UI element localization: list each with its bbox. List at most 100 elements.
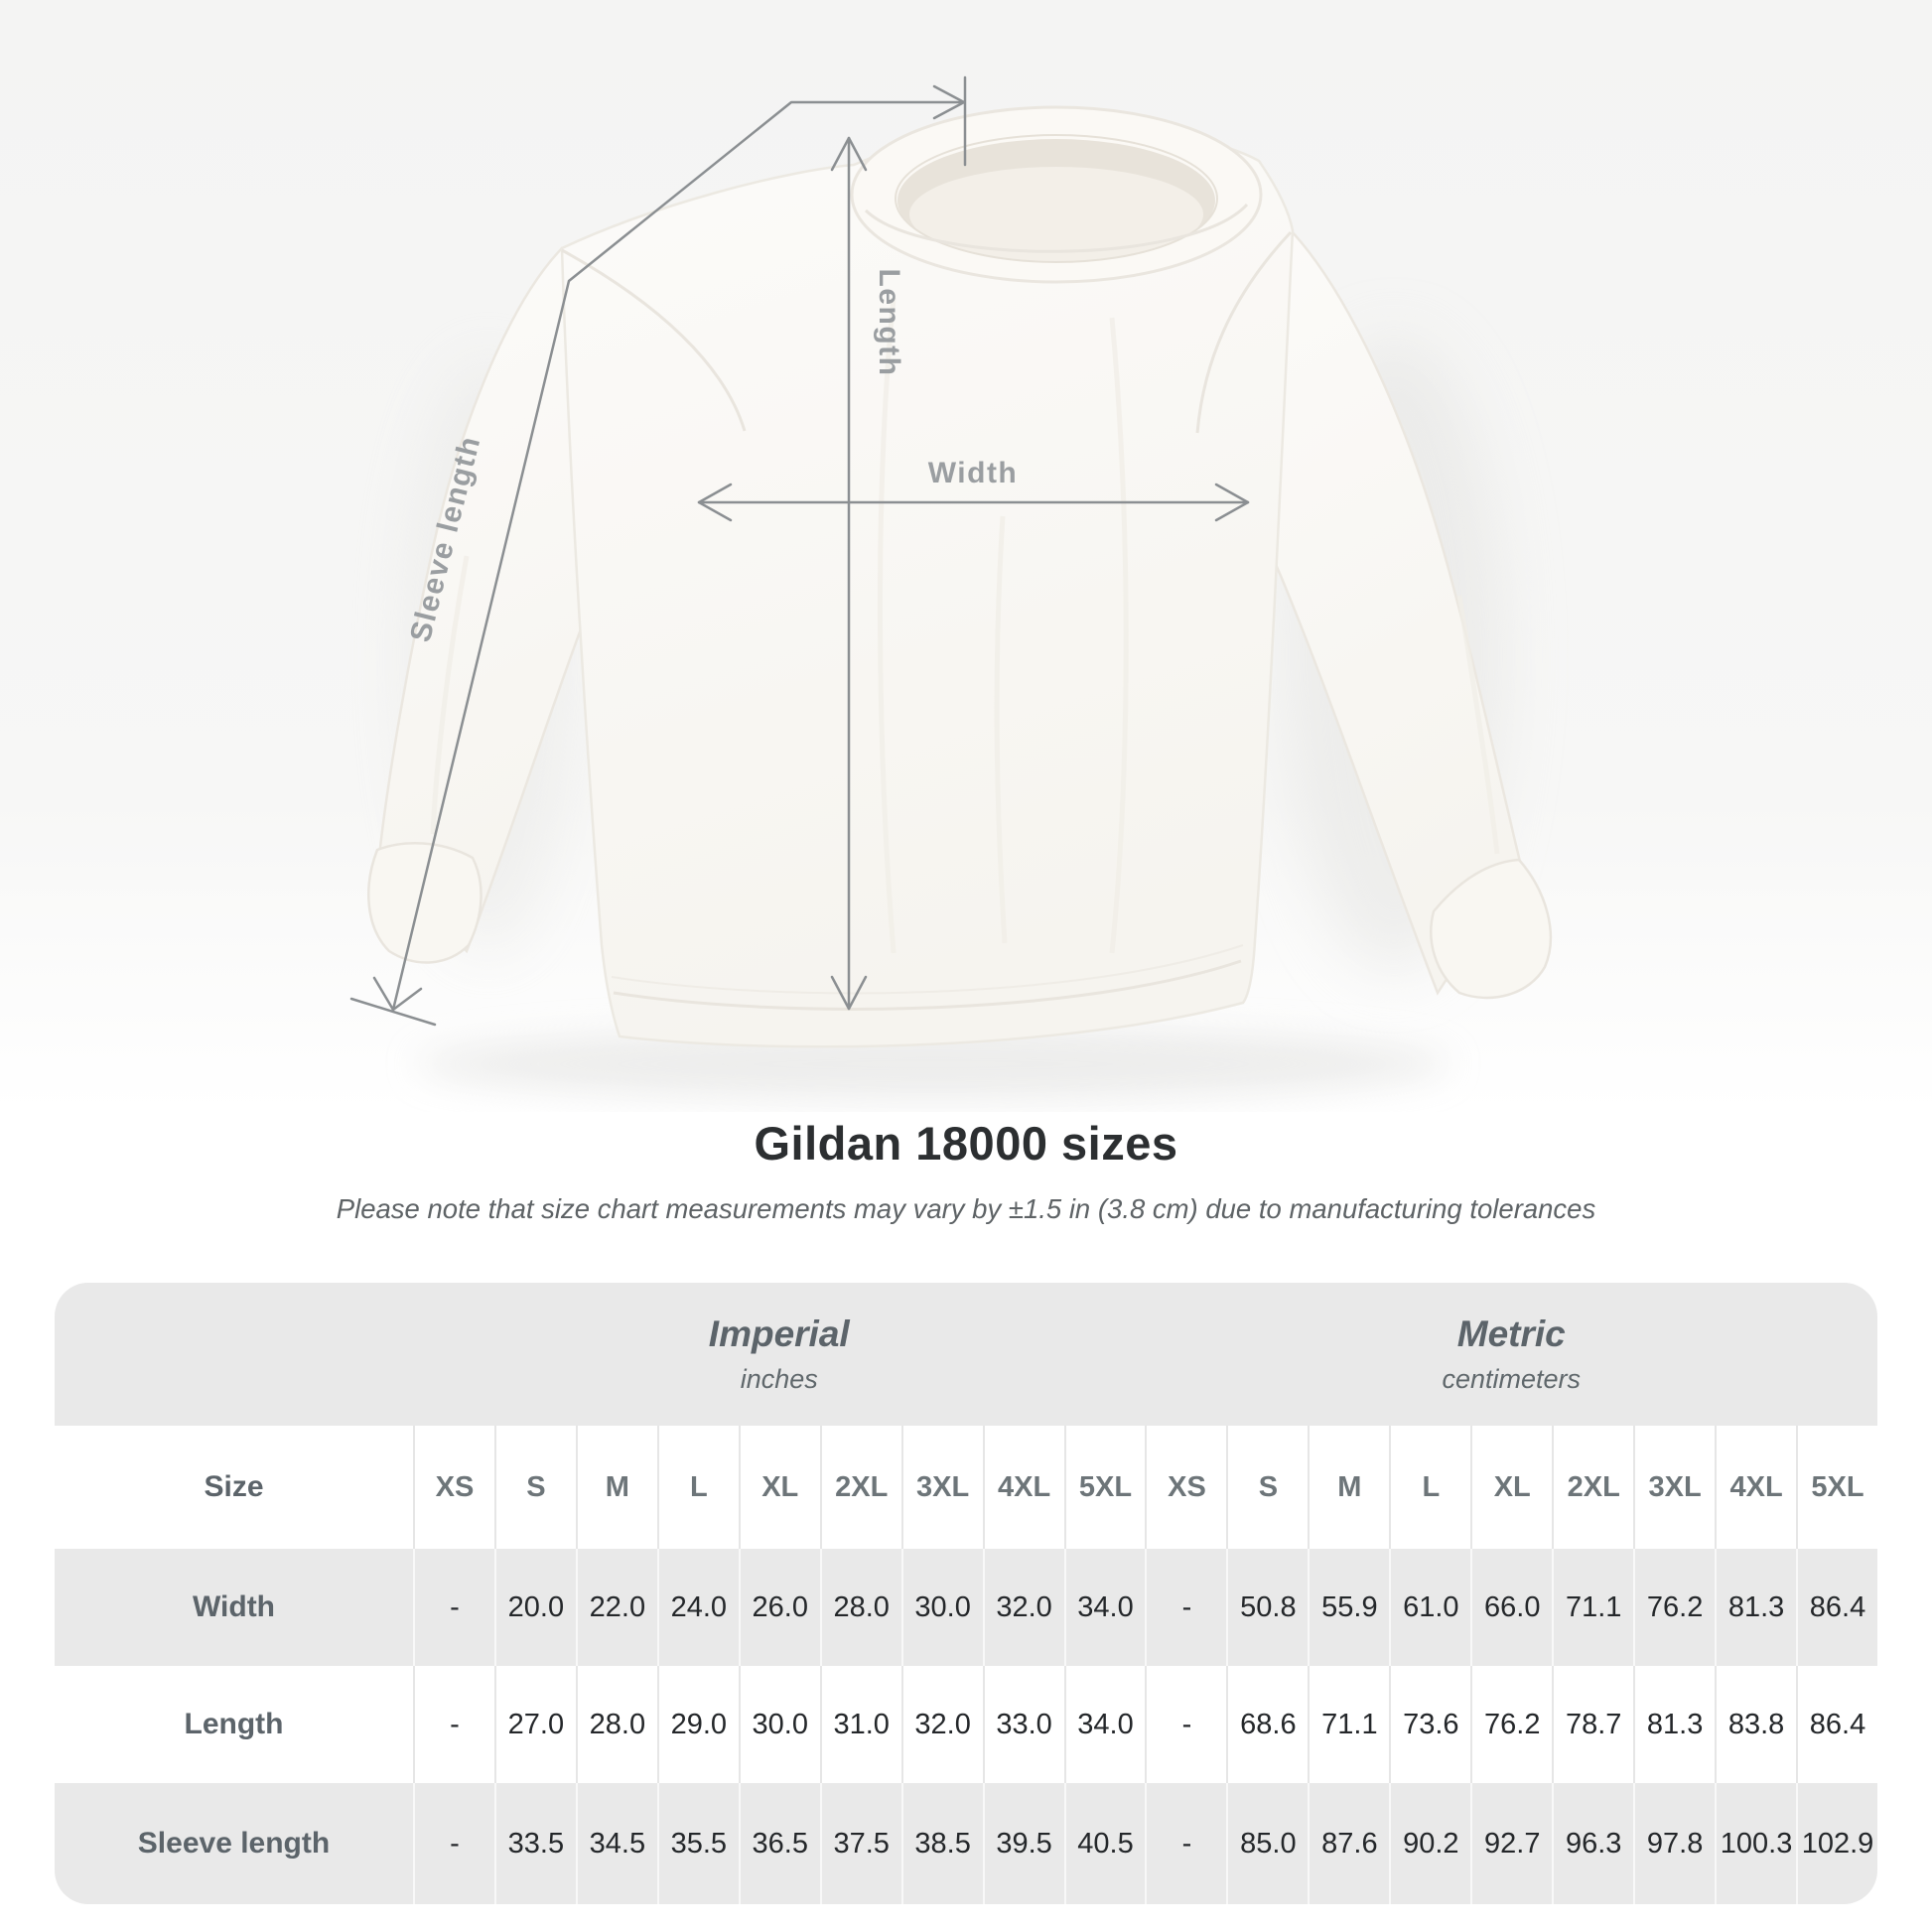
size-header-cell: M <box>575 1426 657 1549</box>
size-header-cell: XS <box>1145 1426 1226 1549</box>
size-header-cell: L <box>656 1426 739 1549</box>
width-row: Width -20.0 22.0 24.0 26.0 28.0 30.0 32.0 34.0-5… <box>55 1549 1877 1666</box>
imperial-value-cell: 28.0 <box>819 1549 901 1666</box>
imperial-value-cell: 27.0 <box>493 1666 576 1783</box>
metric-value-cell: 76.2 <box>1470 1666 1552 1783</box>
left-cuff <box>367 842 483 964</box>
size-header-cell: 3XL <box>1633 1426 1715 1549</box>
sleeve-length-row: Sleeve length -33.5 34.5 35.5 36.5 37.5 38.5 39… <box>55 1783 1877 1904</box>
metric-value-cell: 81.3 <box>1633 1666 1715 1783</box>
size-table: Imperial inches Metric centimeters Size X… <box>55 1283 1877 1904</box>
imperial-value-cell: 28.0 <box>575 1666 657 1783</box>
length-row: Length -27.0 28.0 29.0 30.0 31.0 32.0 33.0 34.0-… <box>55 1666 1877 1783</box>
imperial-value-cell: - <box>413 1666 494 1783</box>
metric-value-cell: 61.0 <box>1389 1549 1470 1666</box>
size-header-cell: 3XL <box>900 1426 983 1549</box>
width-line <box>697 483 1250 522</box>
imperial-value-cell: 38.5 <box>900 1783 983 1904</box>
metric-value-cell: 100.3 <box>1715 1783 1796 1904</box>
tolerance-note: Please note that size chart measurements… <box>336 1193 1596 1224</box>
size-header-cell: 4XL <box>1715 1426 1796 1549</box>
size-header-cell: 5XL <box>1796 1426 1877 1549</box>
size-header-cell: S <box>493 1426 576 1549</box>
crewneck-collar <box>850 105 1263 284</box>
imperial-value-cell: 35.5 <box>656 1783 739 1904</box>
seams <box>561 230 1293 1011</box>
metric-value-cell: 71.1 <box>1552 1549 1633 1666</box>
imperial-value-cell: 30.0 <box>900 1549 983 1666</box>
size-header-cell: XS <box>413 1426 494 1549</box>
metric-value-cell: 90.2 <box>1389 1783 1470 1904</box>
metric-value-cell: 50.8 <box>1226 1549 1308 1666</box>
metric-value-cell: 68.6 <box>1226 1666 1308 1783</box>
size-header-cell: 4XL <box>982 1426 1064 1549</box>
size-header-cell: L <box>1389 1426 1470 1549</box>
imperial-value-cell: 39.5 <box>982 1783 1064 1904</box>
measurement-row-label: Length <box>184 1708 284 1740</box>
measurement-row-label: Width <box>192 1590 276 1623</box>
imperial-value-cell: - <box>413 1783 494 1904</box>
imperial-value-cell: 29.0 <box>656 1666 739 1783</box>
length-line <box>830 136 868 1011</box>
metric-header: Metric centimeters <box>1146 1283 1878 1426</box>
imperial-value-cell: 26.0 <box>738 1549 820 1666</box>
fabric-folds <box>430 297 1500 954</box>
imperial-value-cell: 37.5 <box>819 1783 901 1904</box>
imperial-value-cell: 33.0 <box>982 1666 1064 1783</box>
size-header-cell: 2XL <box>819 1426 901 1549</box>
imperial-value-cell: 20.0 <box>493 1549 576 1666</box>
metric-value-cell: 81.3 <box>1715 1549 1796 1666</box>
unit-header-spacer <box>55 1283 413 1426</box>
size-column-header: Size <box>204 1470 264 1503</box>
metric-value-cell: 86.4 <box>1796 1549 1877 1666</box>
imperial-value-cell: 40.5 <box>1063 1783 1146 1904</box>
imperial-value-cell: 30.0 <box>738 1666 820 1783</box>
metric-value-cell: - <box>1145 1549 1226 1666</box>
imperial-value-cell: 22.0 <box>575 1549 657 1666</box>
metric-value-cell: - <box>1145 1783 1226 1904</box>
size-header-cell: 2XL <box>1552 1426 1633 1549</box>
imperial-value-cell: 34.0 <box>1063 1549 1146 1666</box>
sweatshirt-measurement-diagram: Length Width Sleeve length <box>0 0 1932 1112</box>
metric-value-cell: 96.3 <box>1552 1783 1633 1904</box>
metric-value-cell: 71.1 <box>1308 1666 1389 1783</box>
metric-value-cell: 85.0 <box>1226 1783 1308 1904</box>
imperial-value-cell: 34.0 <box>1063 1666 1146 1783</box>
imperial-header: Imperial inches <box>413 1283 1146 1426</box>
metric-value-cell: 97.8 <box>1633 1783 1715 1904</box>
metric-value-cell: 78.7 <box>1552 1666 1633 1783</box>
imperial-value-cell: 31.0 <box>819 1666 901 1783</box>
imperial-subtitle: inches <box>740 1364 818 1394</box>
metric-value-cell: 102.9 <box>1796 1783 1877 1904</box>
imperial-value-cell: 24.0 <box>656 1549 739 1666</box>
metric-title: Metric <box>1456 1313 1566 1354</box>
metric-value-cell: 73.6 <box>1389 1666 1470 1783</box>
imperial-title: Imperial <box>708 1313 850 1354</box>
right-cuff <box>1430 858 1553 1000</box>
size-header-row: Size XS S M L XL 2XL 3XL 4XL 5XL XS S M L XL 2XL 3XL 4XL 5… <box>55 1426 1877 1549</box>
imperial-value-cell: 32.0 <box>900 1666 983 1783</box>
metric-value-cell: 55.9 <box>1308 1549 1389 1666</box>
metric-subtitle: centimeters <box>1442 1364 1582 1394</box>
imperial-value-cell: 36.5 <box>738 1783 820 1904</box>
imperial-value-cell: 34.5 <box>575 1783 657 1904</box>
size-header-cell: S <box>1226 1426 1308 1549</box>
sleeve-length-line <box>349 75 967 1027</box>
size-header-cell: XL <box>1470 1426 1552 1549</box>
unit-header-row: Imperial inches Metric centimeters <box>55 1283 1877 1426</box>
sweatshirt-illustration <box>367 105 1553 1048</box>
measurement-row-label: Sleeve length <box>137 1827 331 1860</box>
metric-value-cell: 76.2 <box>1633 1549 1715 1666</box>
metric-value-cell: 83.8 <box>1715 1666 1796 1783</box>
size-header-cell: 5XL <box>1063 1426 1146 1549</box>
page-title: Gildan 18000 sizes <box>754 1117 1178 1170</box>
metric-value-cell: 86.4 <box>1796 1666 1877 1783</box>
metric-value-cell: - <box>1145 1666 1226 1783</box>
imperial-value-cell: 32.0 <box>982 1549 1064 1666</box>
length-label: Length <box>873 269 905 377</box>
size-header-cell: XL <box>738 1426 820 1549</box>
imperial-value-cell: 33.5 <box>493 1783 576 1904</box>
imperial-value-cell: - <box>413 1549 494 1666</box>
metric-value-cell: 66.0 <box>1470 1549 1552 1666</box>
